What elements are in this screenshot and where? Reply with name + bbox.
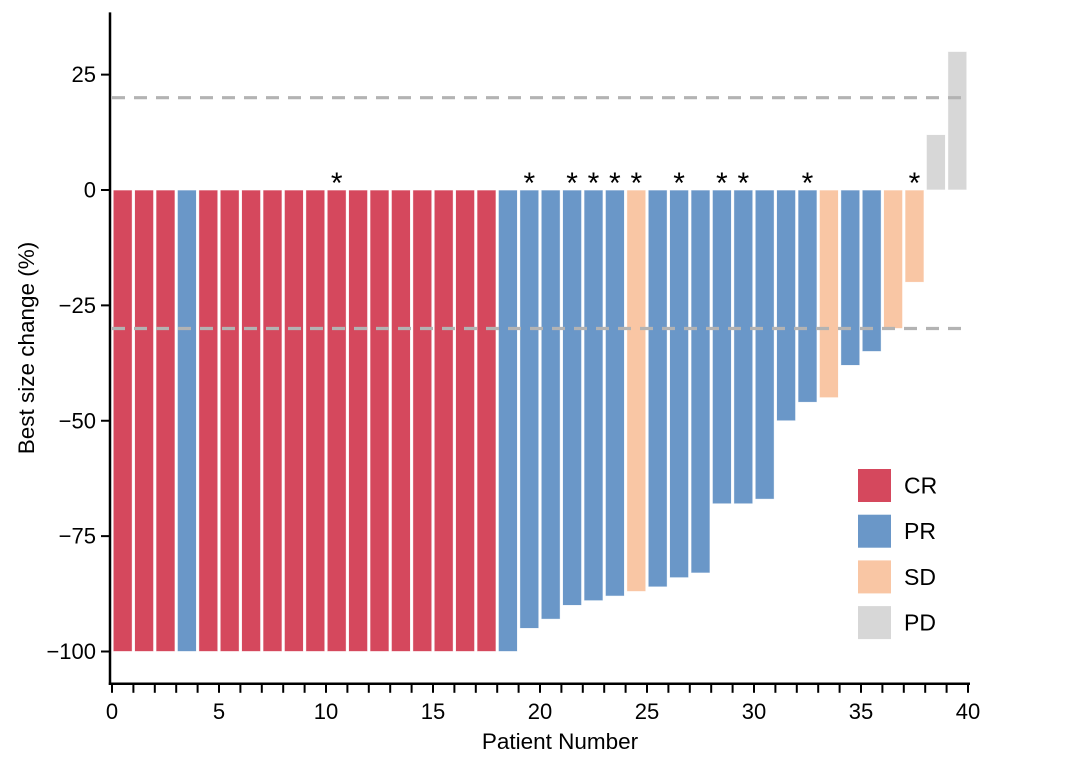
bar-patient-31 xyxy=(754,189,775,500)
legend-label-CR: CR xyxy=(904,473,937,499)
y-tick-label: −75 xyxy=(59,524,96,549)
asterisk-patient-27: * xyxy=(673,167,685,200)
bar-patient-33 xyxy=(797,189,818,403)
bar-patient-23 xyxy=(583,189,604,602)
bar-patient-2 xyxy=(134,189,155,652)
bar-patient-27 xyxy=(669,189,689,579)
y-tick-label: 0 xyxy=(84,178,96,203)
asterisk-patient-23: * xyxy=(588,167,600,200)
bar-patient-13 xyxy=(369,189,390,652)
asterisk-patient-33: * xyxy=(802,167,814,200)
y-tick-label: −25 xyxy=(59,293,96,318)
bar-patient-21 xyxy=(540,189,561,620)
bar-patient-35 xyxy=(840,189,861,366)
bar-patient-36 xyxy=(861,189,882,352)
bar-patient-17 xyxy=(455,189,476,652)
asterisk-patient-25: * xyxy=(630,167,642,200)
asterisk-patient-38: * xyxy=(909,167,921,200)
bar-patient-32 xyxy=(776,189,796,422)
bar-patient-20 xyxy=(519,189,540,629)
legend-swatch-CR xyxy=(858,469,891,502)
bar-patient-11 xyxy=(326,189,347,652)
x-tick-label: 35 xyxy=(849,699,873,724)
bar-patient-9 xyxy=(283,189,304,652)
legend-swatch-SD xyxy=(858,560,891,594)
bar-patient-10 xyxy=(305,189,326,652)
x-tick-label: 40 xyxy=(956,699,980,724)
asterisk-patient-22: * xyxy=(566,167,578,200)
bar-patient-14 xyxy=(390,189,411,652)
y-tick-label: −50 xyxy=(59,408,96,433)
legend-swatch-PD xyxy=(858,606,891,640)
legend-label-SD: SD xyxy=(904,564,936,590)
asterisk-patient-24: * xyxy=(609,167,621,200)
y-tick-label: 25 xyxy=(72,62,96,87)
bar-patient-3 xyxy=(155,189,176,652)
asterisk-patient-20: * xyxy=(523,167,535,200)
x-axis-title: Patient Number xyxy=(482,729,639,754)
bar-patient-24 xyxy=(605,189,625,597)
bar-patient-6 xyxy=(219,189,240,652)
y-tick-label: −100 xyxy=(46,639,96,664)
bar-patient-16 xyxy=(433,189,454,652)
bar-patient-38 xyxy=(904,189,925,283)
bar-patient-4 xyxy=(176,189,197,652)
legend-label-PR: PR xyxy=(904,518,936,544)
bar-patient-29 xyxy=(712,189,732,505)
bar-patient-5 xyxy=(198,189,219,652)
x-tick-label: 10 xyxy=(314,699,338,724)
bar-patient-34 xyxy=(819,189,839,399)
legend-label-PD: PD xyxy=(904,610,936,636)
x-tick-label: 30 xyxy=(742,699,766,724)
bar-patient-28 xyxy=(690,189,711,574)
bar-patient-40 xyxy=(947,51,968,191)
bar-patient-25 xyxy=(626,189,647,592)
x-tick-label: 5 xyxy=(213,699,225,724)
bar-patient-12 xyxy=(348,189,369,652)
x-tick-label: 0 xyxy=(106,699,118,724)
asterisk-patient-11: * xyxy=(331,167,343,200)
bar-patient-7 xyxy=(241,189,262,652)
bar-patient-19 xyxy=(497,189,518,652)
bar-patient-39 xyxy=(926,134,946,191)
asterisk-patient-30: * xyxy=(737,167,749,200)
bar-patient-8 xyxy=(262,189,283,652)
bar-patient-1 xyxy=(112,189,133,652)
bar-patient-18 xyxy=(476,189,497,652)
bar-patient-15 xyxy=(412,189,433,652)
bar-patient-22 xyxy=(562,189,582,606)
bar-patient-30 xyxy=(733,189,754,505)
x-tick-label: 15 xyxy=(421,699,445,724)
bar-patient-26 xyxy=(647,189,668,588)
x-tick-label: 20 xyxy=(528,699,552,724)
x-tick-label: 25 xyxy=(635,699,659,724)
bar-patient-37 xyxy=(883,189,903,329)
legend-swatch-PR xyxy=(858,514,891,548)
asterisk-patient-29: * xyxy=(716,167,728,200)
y-axis-title: Best size change (%) xyxy=(14,242,39,455)
legend: CR PR SD PD xyxy=(858,469,937,640)
